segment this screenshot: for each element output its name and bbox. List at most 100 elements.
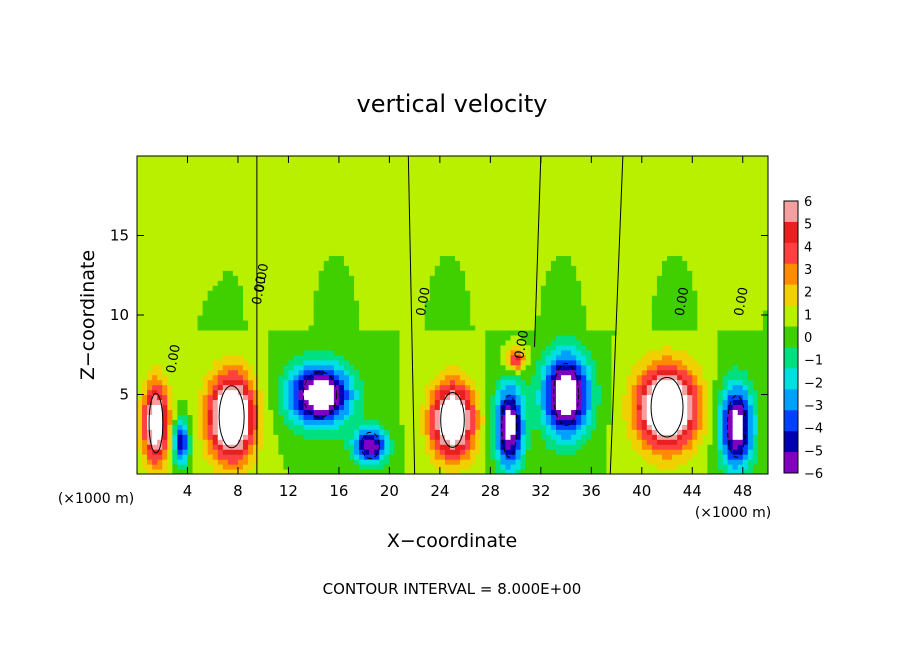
field-cell [505,359,512,366]
field-cell [490,295,497,301]
field-cell [364,270,370,276]
field-cell [268,429,274,435]
field-cell [349,349,355,356]
field-cell [167,374,173,381]
field-cell [227,290,234,296]
field-cell [394,250,401,256]
field-cell [192,344,199,351]
field-cell [288,384,295,391]
field-cell [389,220,396,227]
field-cell [404,265,411,271]
field-cell [404,270,411,276]
field-cell [354,265,360,271]
field-cell [227,374,234,381]
field-cell [172,185,178,192]
field-cell [343,285,350,291]
field-cell [429,389,436,396]
field-cell [480,394,486,401]
field-cell [318,225,325,232]
field-cell [384,230,390,237]
field-cell [354,464,360,470]
field-cell [212,429,219,435]
field-cell [323,295,330,301]
field-cell [263,205,269,212]
field-cell [217,419,224,425]
field-cell [439,374,446,381]
field-cell [298,165,305,172]
field-cell [147,285,153,291]
field-cell [162,310,168,316]
field-cell [480,389,486,396]
field-cell [303,185,310,192]
field-cell [500,255,507,261]
field-cell [495,240,502,247]
field-cell [333,374,340,381]
field-cell [137,210,143,217]
field-cell [232,235,239,242]
field-cell [500,369,507,376]
field-cell [248,424,254,430]
field-cell [273,175,279,182]
field-cell [354,235,360,242]
field-cell [525,334,532,341]
field-cell [414,389,421,396]
field-cell [263,200,269,207]
field-cell [212,439,219,445]
field-cell [364,459,370,465]
field-cell [354,190,360,197]
field-cell [480,334,486,341]
field-cell [278,344,284,351]
field-cell [182,165,189,172]
field-cell [298,449,305,455]
field-cell [278,195,284,202]
field-cell [475,319,481,326]
field-cell [343,354,350,361]
field-cell [207,310,214,316]
field-cell [253,245,259,252]
field-cell [227,255,234,261]
field-cell [303,255,310,261]
field-cell [470,344,476,351]
field-cell [343,315,350,321]
field-cell [338,319,345,326]
field-cell [237,389,244,396]
field-cell [404,359,411,366]
field-cell [157,359,163,366]
field-cell [333,170,340,177]
field-cell [167,389,173,396]
field-cell [500,185,507,192]
field-cell [308,200,315,207]
field-cell [328,210,335,217]
field-cell [354,434,360,440]
field-cell [142,255,148,261]
field-cell [182,344,189,351]
field-cell [303,444,310,450]
field-cell [394,175,401,182]
field-cell [227,319,234,326]
field-cell [449,285,456,291]
field-cell [389,424,396,430]
field-cell [374,165,380,172]
field-cell [177,300,184,306]
field-cell [167,200,173,207]
field-cell [490,424,497,430]
field-cell [475,265,481,271]
field-cell [192,429,199,435]
field-cell [485,369,491,376]
field-cell [142,324,148,331]
field-cell [318,190,325,197]
field-cell [424,210,431,217]
field-cell [308,449,315,455]
field-cell [212,359,219,366]
field-cell [404,384,411,391]
field-cell [394,260,401,266]
field-cell [162,190,168,197]
field-cell [308,414,315,420]
field-cell [520,285,527,291]
field-cell [500,180,507,187]
field-cell [520,464,527,470]
field-cell [449,399,456,406]
field-cell [157,195,163,202]
field-cell [449,270,456,276]
field-cell [439,379,446,386]
